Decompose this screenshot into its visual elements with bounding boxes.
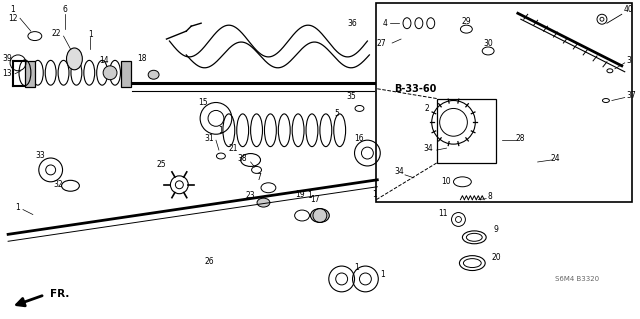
Text: 35: 35	[347, 92, 356, 101]
Text: 22: 22	[52, 29, 61, 38]
Text: 1: 1	[88, 30, 93, 39]
Text: 10: 10	[441, 177, 451, 186]
Text: FR.: FR.	[50, 289, 69, 299]
Text: 33: 33	[36, 151, 45, 160]
Text: 30: 30	[483, 39, 493, 48]
Text: 1: 1	[11, 5, 15, 14]
Text: 32: 32	[54, 180, 63, 189]
Text: 36: 36	[348, 19, 357, 28]
Text: 1: 1	[308, 191, 312, 200]
Bar	[25, 61, 35, 87]
Ellipse shape	[148, 70, 159, 79]
Ellipse shape	[67, 48, 83, 70]
Text: 7: 7	[256, 173, 261, 182]
Text: 16: 16	[355, 134, 364, 143]
Text: 37: 37	[627, 91, 636, 100]
Text: 2: 2	[424, 104, 429, 113]
Text: 34: 34	[424, 144, 434, 152]
Text: 21: 21	[228, 144, 237, 152]
Text: 17: 17	[310, 195, 320, 204]
Text: 8: 8	[488, 192, 493, 201]
Text: 24: 24	[550, 153, 560, 162]
Text: 27: 27	[376, 39, 386, 48]
Text: 1: 1	[380, 271, 385, 279]
Bar	[436, 99, 496, 163]
Text: 40: 40	[624, 5, 634, 14]
Text: 5: 5	[334, 109, 339, 118]
Text: 1: 1	[15, 203, 20, 212]
Text: 1: 1	[218, 126, 223, 135]
Text: 31: 31	[204, 134, 214, 143]
Text: 38: 38	[238, 153, 248, 162]
Text: 15: 15	[198, 98, 208, 107]
Text: 1: 1	[354, 263, 359, 271]
Text: 25: 25	[157, 160, 166, 169]
Text: 28: 28	[515, 134, 525, 143]
Text: 13: 13	[3, 69, 12, 78]
Text: 6: 6	[62, 5, 67, 14]
Text: 12: 12	[8, 14, 18, 23]
Text: 19: 19	[295, 190, 305, 199]
Ellipse shape	[310, 209, 330, 222]
Text: 29: 29	[461, 17, 471, 26]
Text: S6M4 B3320: S6M4 B3320	[556, 276, 600, 282]
Text: 1: 1	[372, 190, 377, 199]
Text: 20: 20	[492, 253, 501, 262]
Text: B-33-60: B-33-60	[394, 84, 436, 93]
Text: 9: 9	[493, 225, 499, 234]
Ellipse shape	[257, 198, 270, 207]
Text: 14: 14	[99, 56, 109, 65]
Text: 39: 39	[3, 54, 12, 63]
Text: 34: 34	[394, 167, 404, 176]
Text: 4: 4	[383, 19, 388, 28]
Text: 18: 18	[137, 54, 147, 63]
Circle shape	[103, 66, 117, 80]
Bar	[121, 61, 131, 87]
Bar	[376, 4, 632, 202]
Text: 26: 26	[204, 256, 214, 266]
Text: 23: 23	[246, 191, 255, 200]
Text: 11: 11	[438, 209, 447, 218]
Text: 3: 3	[627, 56, 632, 65]
